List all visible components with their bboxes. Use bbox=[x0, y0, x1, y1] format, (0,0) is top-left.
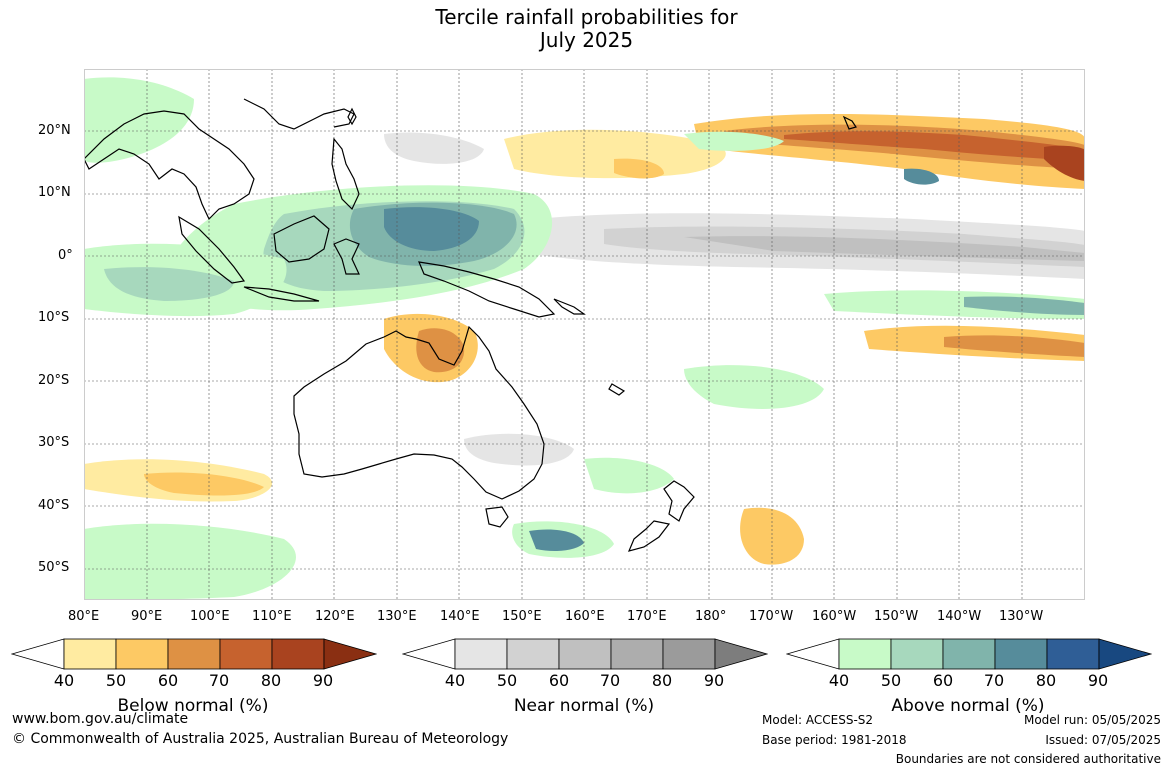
near-tick-80: 80 bbox=[651, 671, 673, 690]
lon-label-130e: 130°E bbox=[377, 609, 417, 624]
lon-label-110e: 110°E bbox=[252, 609, 292, 624]
above-swatch-1 bbox=[838, 638, 892, 670]
above-tick-70: 70 bbox=[983, 671, 1005, 690]
below-normal-legend-title: Below normal (%) bbox=[117, 696, 269, 716]
below-tick-70: 70 bbox=[208, 671, 230, 690]
near-swatch-3 bbox=[558, 638, 612, 670]
lon-label-140e: 140°E bbox=[440, 609, 480, 624]
boundaries-disclaimer: Boundaries are not considered authoritat… bbox=[895, 752, 1161, 766]
near-tick-40: 40 bbox=[444, 671, 466, 690]
lon-label-130w: 130°W bbox=[999, 609, 1044, 624]
issued-date: Issued: 07/05/2025 bbox=[1045, 733, 1161, 747]
copyright-notice: © Commonwealth of Australia 2025, Austra… bbox=[12, 731, 509, 747]
below-tick-80: 80 bbox=[260, 671, 282, 690]
lon-label-150e: 150°E bbox=[502, 609, 542, 624]
lon-label-90e: 90°E bbox=[131, 609, 163, 624]
model-run-date: Model run: 05/05/2025 bbox=[1023, 713, 1161, 727]
near-tick-90: 90 bbox=[703, 671, 725, 690]
lat-label-0: 0° bbox=[58, 248, 73, 263]
near-swatch-1 bbox=[454, 638, 508, 670]
lat-label-20n: 20°N bbox=[38, 123, 71, 138]
map-title-line-1: Tercile rainfall probabilities for bbox=[435, 5, 738, 29]
website-link[interactable]: www.bom.gov.au/climate bbox=[12, 711, 189, 727]
above-swatch-5 bbox=[1046, 638, 1100, 670]
lat-label-10s: 10°S bbox=[38, 310, 70, 325]
lon-label-170e: 170°E bbox=[627, 609, 667, 624]
coastlines bbox=[84, 98, 857, 552]
below-tick-50: 50 bbox=[105, 671, 127, 690]
above-swatch-4 bbox=[994, 638, 1048, 670]
rainfall-probability-map bbox=[84, 69, 1085, 600]
tasmania-coastline bbox=[485, 506, 509, 528]
lat-label-10n: 10°N bbox=[38, 185, 71, 200]
new-guinea-coastline bbox=[418, 261, 556, 318]
base-period: Base period: 1981-2018 bbox=[762, 733, 907, 747]
lat-label-50s: 50°S bbox=[38, 560, 70, 575]
above-swatch-2 bbox=[890, 638, 944, 670]
lon-label-170w: 170°W bbox=[749, 609, 794, 624]
below-swatch-3 bbox=[167, 638, 221, 670]
below-swatch-1 bbox=[63, 638, 117, 670]
above-swatch-3 bbox=[942, 638, 996, 670]
below-swatch-4 bbox=[219, 638, 273, 670]
above-tick-80: 80 bbox=[1035, 671, 1057, 690]
near-normal-shading bbox=[384, 132, 1085, 466]
above-tick-50: 50 bbox=[880, 671, 902, 690]
above-normal-colorbar bbox=[786, 638, 1152, 670]
above-swatch-min bbox=[786, 638, 840, 670]
below-swatch-5 bbox=[271, 638, 325, 670]
lon-label-80e: 80°E bbox=[68, 609, 100, 624]
lon-label-160w: 160°W bbox=[812, 609, 857, 624]
sumatra-coastline bbox=[178, 215, 246, 284]
borneo-coastline bbox=[273, 215, 330, 263]
above-normal-legend-title: Above normal (%) bbox=[891, 696, 1045, 716]
lat-label-30s: 30°S bbox=[38, 435, 70, 450]
below-swatch-2 bbox=[115, 638, 169, 670]
below-normal-colorbar bbox=[11, 638, 377, 670]
lon-label-140w: 140°W bbox=[937, 609, 982, 624]
near-tick-50: 50 bbox=[496, 671, 518, 690]
lat-label-40s: 40°S bbox=[38, 498, 70, 513]
below-tick-90: 90 bbox=[312, 671, 334, 690]
java-coastline bbox=[243, 286, 320, 302]
lat-label-20s: 20°S bbox=[38, 373, 70, 388]
near-swatch-5 bbox=[662, 638, 716, 670]
above-normal-shading bbox=[84, 77, 1085, 600]
below-swatch-min bbox=[11, 638, 65, 670]
below-swatch-max bbox=[323, 638, 377, 670]
asia-mainland-coastline bbox=[84, 110, 255, 221]
near-tick-60: 60 bbox=[548, 671, 570, 690]
map-title-line-2: July 2025 bbox=[539, 28, 634, 52]
graticule bbox=[84, 69, 1085, 600]
near-swatch-4 bbox=[610, 638, 664, 670]
near-swatch-max bbox=[714, 638, 768, 670]
above-swatch-max bbox=[1098, 638, 1152, 670]
near-normal-colorbar bbox=[402, 638, 768, 670]
near-swatch-min bbox=[402, 638, 456, 670]
lon-label-100e: 100°E bbox=[190, 609, 230, 624]
below-tick-60: 60 bbox=[157, 671, 179, 690]
philippines-coastline bbox=[331, 137, 360, 211]
map-frame bbox=[84, 69, 1085, 600]
lon-label-150w: 150°W bbox=[874, 609, 919, 624]
near-tick-70: 70 bbox=[599, 671, 621, 690]
model-name: Model: ACCESS-S2 bbox=[762, 713, 874, 727]
below-tick-40: 40 bbox=[53, 671, 75, 690]
above-tick-90: 90 bbox=[1087, 671, 1109, 690]
new-zealand-coastline bbox=[663, 480, 695, 522]
lon-label-160e: 160°E bbox=[565, 609, 605, 624]
lon-label-120e: 120°E bbox=[315, 609, 355, 624]
above-tick-40: 40 bbox=[828, 671, 850, 690]
sulawesi-coastline bbox=[333, 238, 360, 275]
near-normal-legend-title: Near normal (%) bbox=[513, 696, 655, 716]
australia-coastline bbox=[293, 325, 545, 500]
above-tick-60: 60 bbox=[932, 671, 954, 690]
near-swatch-2 bbox=[506, 638, 560, 670]
lon-label-180: 180° bbox=[695, 609, 727, 624]
